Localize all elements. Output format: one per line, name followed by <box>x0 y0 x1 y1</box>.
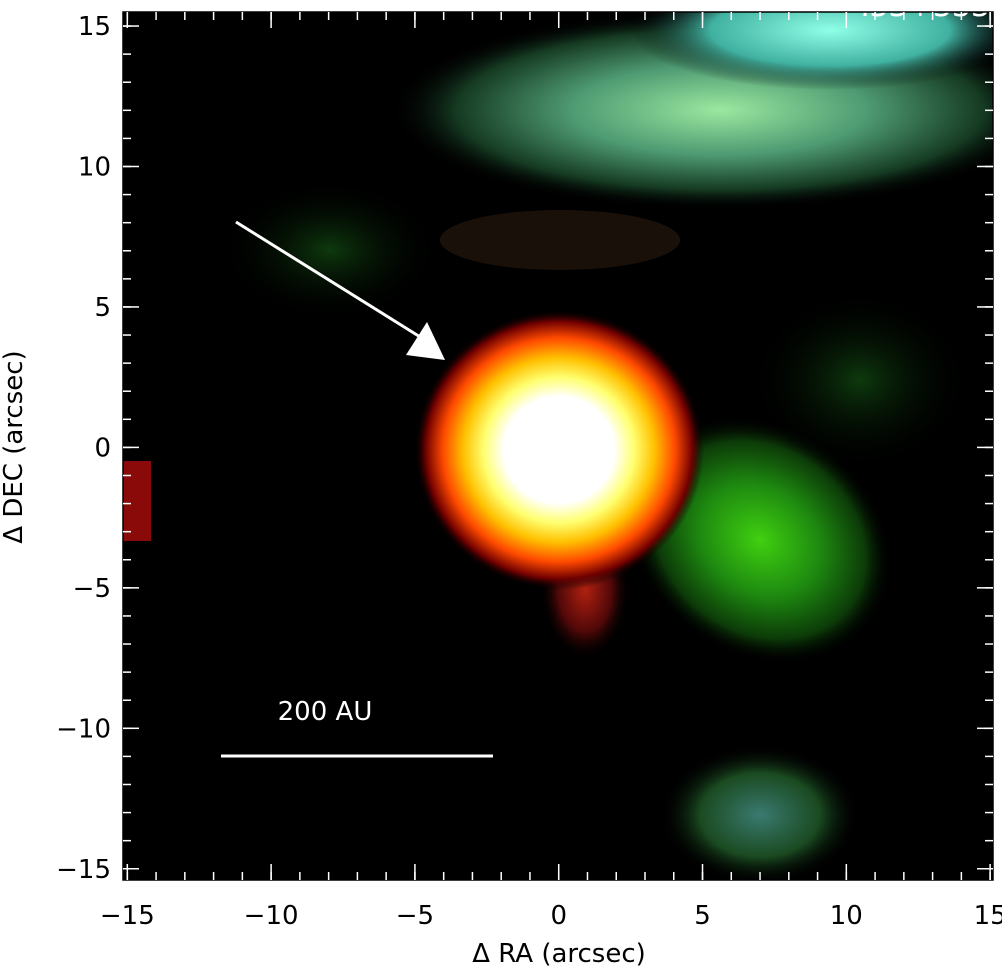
arrow <box>235 220 426 342</box>
x-tick-label: 15 <box>974 901 1002 931</box>
y-tick-label: 0 <box>94 433 111 463</box>
x-tick-label: −10 <box>244 901 299 931</box>
chart-title: I33+333 <box>861 0 990 24</box>
y-tick-label: −15 <box>56 855 111 885</box>
y-tick-label: 5 <box>94 293 111 323</box>
x-tick-label: 10 <box>830 901 863 931</box>
y-tick-label: 10 <box>78 152 111 182</box>
y-tick-label: 15 <box>78 12 111 42</box>
x-tick-label: −5 <box>396 901 434 931</box>
y-tick-label: −5 <box>73 574 111 604</box>
x-tick-label: −15 <box>100 901 155 931</box>
arrow-head <box>406 322 445 360</box>
scale-label: 200 AU <box>278 697 373 727</box>
image: I33+333 <box>123 0 993 880</box>
y-axis-label: Δ DEC (arcsec) <box>0 350 29 543</box>
y-tick-label: −10 <box>56 714 111 744</box>
x-tick-label: 0 <box>550 901 567 931</box>
x-tick-label: 5 <box>694 901 711 931</box>
x-axis-label: Δ RA (arcsec) <box>472 939 646 969</box>
